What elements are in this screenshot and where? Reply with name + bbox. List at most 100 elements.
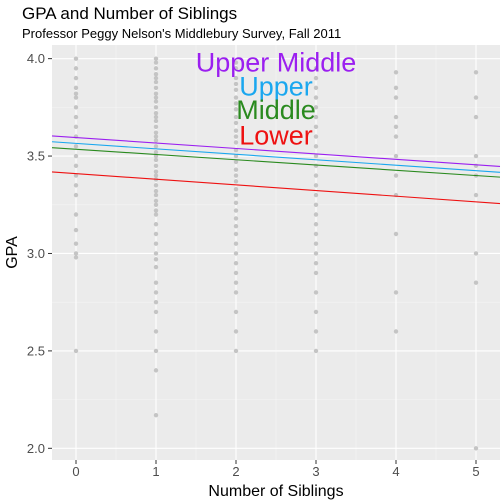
data-point [153, 99, 159, 104]
data-point [473, 114, 479, 120]
data-point [233, 208, 239, 213]
data-point [73, 85, 79, 91]
data-point [153, 202, 159, 207]
data-point [393, 231, 399, 237]
data-point [153, 212, 159, 217]
data-point [153, 124, 159, 130]
regression-line [51, 147, 501, 178]
data-point [233, 251, 239, 256]
data-point [73, 124, 79, 130]
data-point [233, 66, 239, 71]
data-point [473, 70, 479, 75]
data-point [153, 231, 159, 237]
data-point [153, 105, 159, 110]
data-point [473, 192, 479, 198]
data-point [313, 134, 319, 139]
data-point [393, 124, 399, 130]
data-point [313, 95, 319, 100]
regression-lines [51, 135, 501, 205]
data-point [233, 241, 239, 246]
data-point [73, 163, 79, 168]
regression-line [51, 135, 501, 168]
data-point [73, 255, 79, 260]
data-point [153, 72, 159, 77]
regression-line [51, 171, 501, 205]
data-point [473, 251, 479, 256]
data-point [313, 85, 319, 91]
x-tick-label: 2 [232, 464, 239, 479]
data-point [153, 251, 159, 256]
data-point [233, 134, 239, 139]
data-point [153, 169, 159, 174]
data-point [233, 173, 239, 178]
x-tick-label: 1 [152, 464, 159, 479]
data-point [153, 309, 159, 315]
data-point [153, 412, 159, 418]
data-point [313, 66, 319, 71]
data-point [233, 60, 239, 65]
data-point [233, 200, 239, 206]
data-point [73, 105, 79, 110]
data-point [313, 124, 319, 130]
data-point [233, 261, 239, 266]
data-point [153, 222, 159, 227]
data-point [153, 241, 159, 246]
data-point [393, 153, 399, 159]
data-point [153, 130, 159, 135]
data-point [73, 56, 79, 61]
y-axis-ticks: 2.0 2.5 3.0 3.5 4.0 [27, 51, 52, 456]
data-point [153, 257, 159, 262]
data-point [153, 91, 159, 96]
series-annotation: Upper [239, 72, 313, 102]
data-point [233, 290, 239, 295]
data-point [313, 212, 319, 217]
data-point [153, 163, 159, 168]
data-point [153, 95, 159, 100]
data-point [233, 159, 239, 165]
data-point [153, 198, 159, 204]
data-point [153, 134, 159, 139]
data-point [153, 118, 159, 124]
data-point [313, 241, 319, 246]
data-point [473, 280, 479, 285]
data-point [153, 157, 159, 163]
data-point [153, 56, 159, 61]
data-point [233, 114, 239, 120]
data-point [153, 60, 159, 65]
data-point [233, 148, 239, 153]
data-point [313, 144, 319, 149]
y-tick-label: 2.0 [27, 441, 45, 456]
data-point [233, 128, 239, 133]
data-point [313, 173, 319, 178]
data-point [153, 188, 159, 194]
data-point [153, 299, 159, 305]
data-point [73, 66, 79, 71]
grid-minor [52, 45, 500, 460]
data-point [233, 167, 239, 172]
regression-line [51, 141, 501, 173]
data-point [313, 105, 319, 110]
x-axis-ticks: 0 1 2 3 4 5 [72, 460, 480, 479]
data-point [313, 114, 319, 120]
data-point [153, 144, 159, 149]
data-point [393, 290, 399, 295]
data-point [233, 309, 239, 315]
data-point [313, 192, 319, 198]
data-point [73, 144, 79, 149]
data-point [73, 173, 79, 178]
y-tick-label: 3.0 [27, 246, 45, 261]
data-point [313, 348, 319, 354]
data-point [153, 208, 159, 213]
data-point [393, 329, 399, 334]
data-point [233, 223, 239, 229]
x-tick-label: 4 [392, 464, 399, 479]
data-point [153, 192, 159, 198]
data-point [473, 95, 479, 100]
data-point [233, 87, 239, 93]
data-point [233, 120, 239, 126]
x-axis-title: Number of Siblings [208, 483, 343, 500]
data-point [73, 348, 79, 354]
data-point [473, 446, 479, 451]
x-tick-label: 5 [472, 464, 479, 479]
